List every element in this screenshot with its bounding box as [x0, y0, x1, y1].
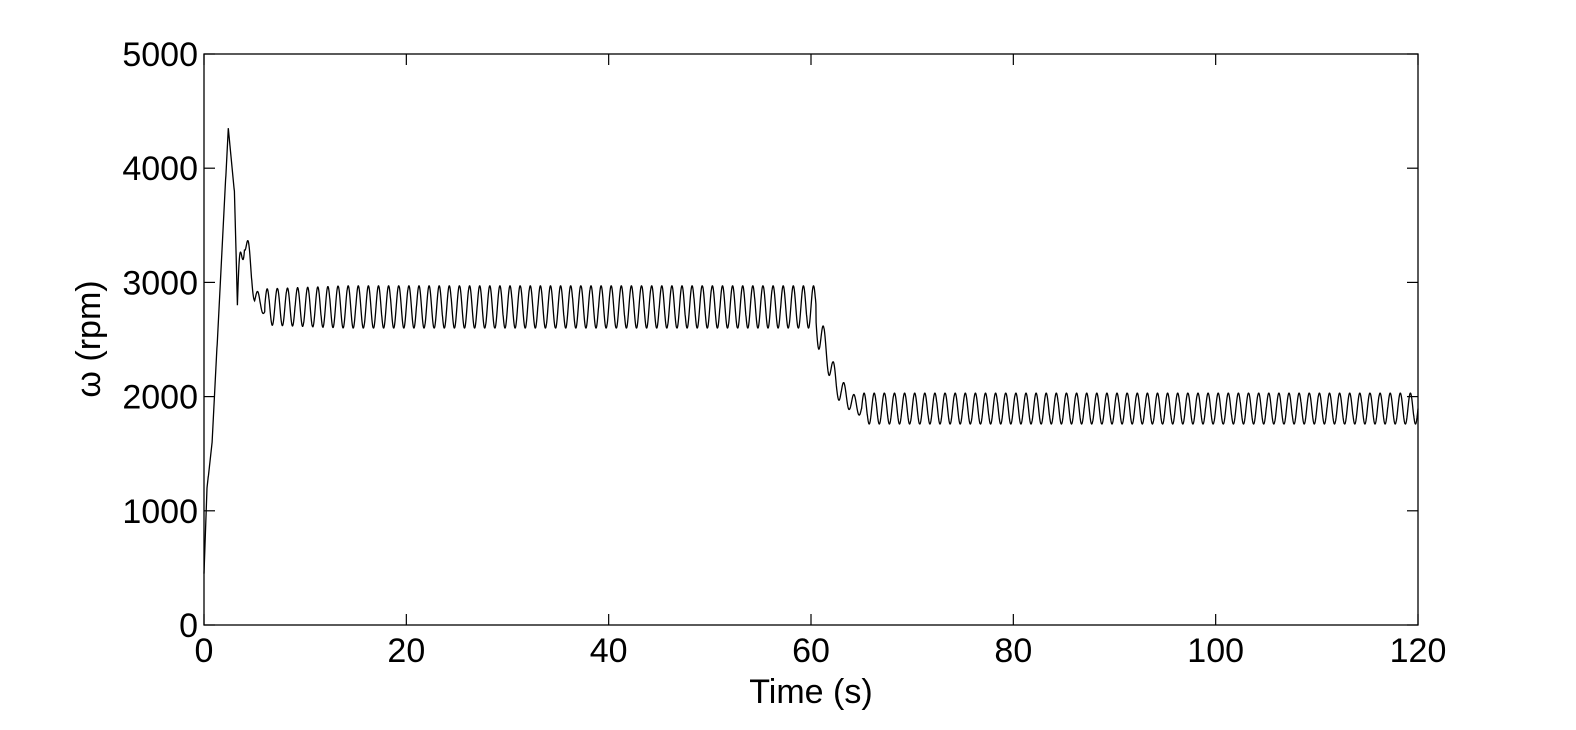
x-axis-label: Time (s)	[749, 673, 872, 711]
x-tick-label: 80	[994, 632, 1032, 670]
x-tick-label: 40	[590, 632, 628, 670]
x-tick-label: 60	[792, 632, 830, 670]
y-tick-label: 5000	[122, 36, 198, 74]
x-tick-label: 20	[387, 632, 425, 670]
plot-frame	[203, 53, 1419, 626]
x-tick-label: 120	[1390, 632, 1447, 670]
x-tick-labels: 0 20 40 60 80 100 120	[195, 632, 1447, 670]
y-axis-label: ω (rpm)	[70, 280, 108, 397]
x-tick-label: 0	[195, 632, 214, 670]
y-tick-label: 1000	[122, 493, 198, 531]
y-tick-labels: 0 1000 2000 3000 4000 5000	[122, 36, 198, 645]
y-tick-label: 0	[179, 607, 198, 645]
series-line-omega	[203, 128, 1419, 574]
plot-background	[204, 54, 1418, 625]
y-tick-label: 2000	[122, 379, 198, 417]
x-tick-label: 100	[1187, 632, 1244, 670]
y-tick-label: 4000	[122, 150, 198, 188]
y-tick-label: 3000	[122, 264, 198, 302]
